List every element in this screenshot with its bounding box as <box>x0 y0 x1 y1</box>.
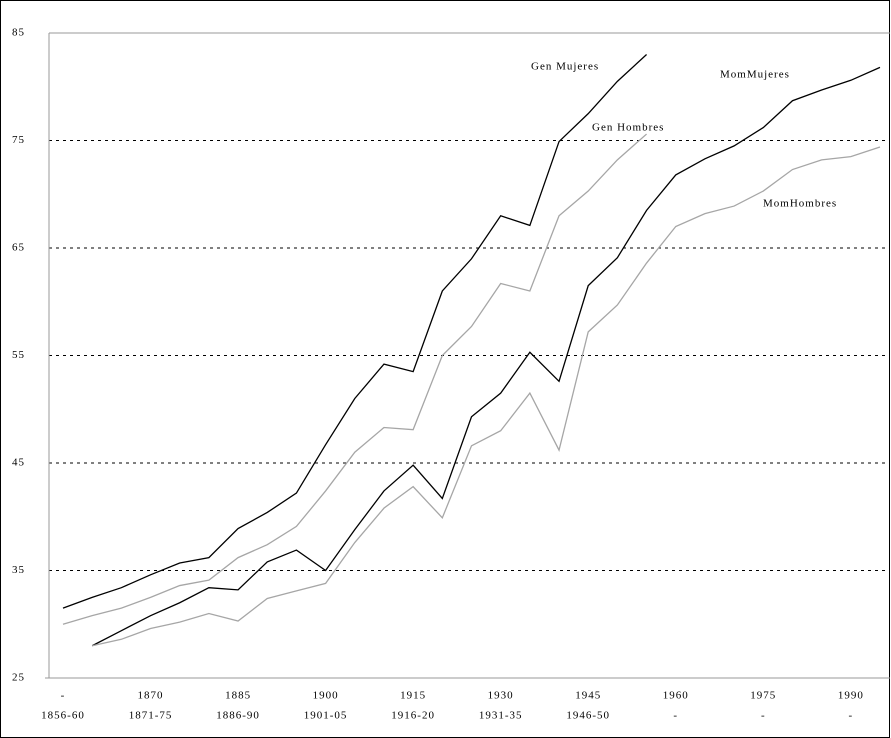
y-tick-label: 55 <box>12 349 25 361</box>
x-tick-period: 1931-35 <box>479 710 523 722</box>
x-tick-label: 1870 <box>138 690 164 702</box>
series-label: MomMujeres <box>720 69 790 81</box>
series-label: MomHombres <box>763 198 837 210</box>
x-tick-period: 1916-20 <box>391 710 435 722</box>
x-tick-label: 1885 <box>225 690 251 702</box>
x-tick-label: 1945 <box>575 690 601 702</box>
series-line <box>62 54 648 609</box>
y-tick-label: 65 <box>12 242 25 254</box>
series-label: Gen Mujeres <box>531 61 599 73</box>
x-tick-label: 1990 <box>838 690 864 702</box>
series-label: Gen Hombres <box>592 122 664 134</box>
x-tick-period: 1871-75 <box>129 710 173 722</box>
series-line <box>91 66 881 647</box>
x-tick-label: 1960 <box>663 690 689 702</box>
x-tick-period: - <box>761 710 766 722</box>
series-line <box>62 133 648 625</box>
x-tick-label: 1930 <box>488 690 514 702</box>
x-tick-period: 1946-50 <box>566 710 610 722</box>
x-tick-period: - <box>848 710 853 722</box>
y-tick-label: 35 <box>12 564 25 576</box>
x-tick-label: 1900 <box>313 690 339 702</box>
y-tick-label: 85 <box>12 27 25 39</box>
x-tick-period: 1856-60 <box>41 710 85 722</box>
x-tick-period: 1901-05 <box>304 710 348 722</box>
series-line <box>92 146 881 647</box>
x-tick-label: 1975 <box>750 690 776 702</box>
x-tick-label: - <box>61 690 66 702</box>
y-tick-label: 75 <box>12 134 25 146</box>
y-tick-label: 25 <box>12 672 25 684</box>
x-tick-period: 1886-90 <box>216 710 260 722</box>
y-tick-label: 45 <box>12 457 25 469</box>
x-tick-period: - <box>673 710 678 722</box>
x-tick-label: 1915 <box>400 690 426 702</box>
